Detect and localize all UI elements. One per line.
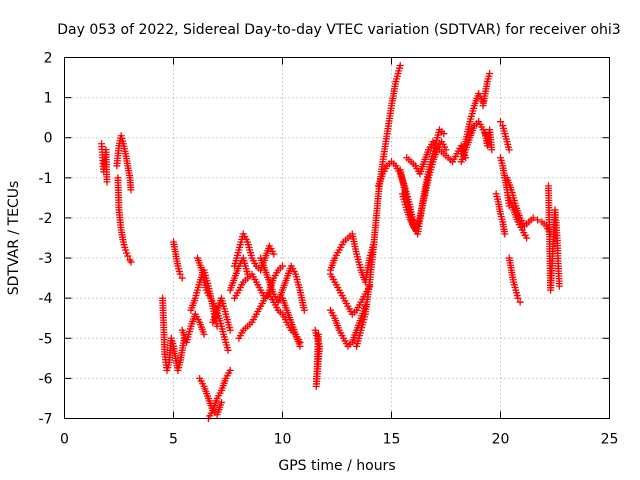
data-point <box>529 214 537 222</box>
series-arc-25 <box>398 138 450 234</box>
x-tick-label: 5 <box>169 432 178 448</box>
data-point <box>124 252 132 260</box>
data-points <box>98 62 563 422</box>
data-point <box>523 234 531 242</box>
data-point <box>555 282 563 290</box>
series-arc-17 <box>279 294 304 350</box>
y-tick-label: -5 <box>39 331 53 347</box>
x-tick-label: 20 <box>492 432 510 448</box>
series-arc-10 <box>204 366 234 422</box>
data-point <box>176 270 184 278</box>
data-point <box>178 274 186 282</box>
data-point <box>488 146 496 154</box>
y-tick-label: -6 <box>39 371 53 387</box>
plot-frame <box>64 57 610 419</box>
data-point <box>486 70 494 78</box>
data-point <box>300 306 308 314</box>
axis-ticks <box>64 57 610 419</box>
series-arc-3 <box>114 174 135 266</box>
series-arc-30 <box>479 70 494 110</box>
series-arc-18 <box>311 326 324 390</box>
series-arc-5 <box>170 238 186 282</box>
series-arc-11 <box>209 294 234 334</box>
data-point <box>314 330 322 338</box>
series-arc-35 <box>503 174 555 238</box>
series-arc-16 <box>257 254 308 314</box>
x-tick-labels: 0 5 10 15 20 25 <box>60 432 618 448</box>
series-arc-2 <box>113 132 135 194</box>
series-arc-6 <box>178 310 208 346</box>
data-point <box>224 346 232 354</box>
series-arc-37 <box>505 254 524 306</box>
data-point <box>442 146 450 154</box>
series-arc-12 <box>226 254 252 294</box>
data-point <box>396 62 404 70</box>
series-arc-36 <box>505 194 531 242</box>
x-tick-label: 10 <box>274 432 292 448</box>
data-point <box>501 230 509 238</box>
y-tick-label: -2 <box>39 211 53 227</box>
series-arc-15 <box>235 290 304 346</box>
data-point <box>127 258 135 266</box>
y-tick-label: 1 <box>44 91 53 107</box>
data-point <box>217 398 225 406</box>
y-tick-labels: 2 1 0 -1 -2 -3 -4 -5 -6 -7 <box>39 51 53 428</box>
data-point <box>127 186 135 194</box>
x-tick-label: 0 <box>60 432 69 448</box>
data-point <box>226 326 234 334</box>
data-point <box>497 118 504 126</box>
series-arc-4 <box>159 294 188 374</box>
data-point <box>270 250 278 258</box>
data-point <box>279 262 286 270</box>
data-point <box>122 246 130 254</box>
data-point <box>440 130 448 138</box>
x-tick-label: 15 <box>383 432 401 448</box>
data-point <box>534 216 542 224</box>
x-tick-label: 25 <box>601 432 619 448</box>
y-tick-label: -4 <box>39 291 53 307</box>
data-point <box>123 249 131 257</box>
x-axis-label: GPS time / hours <box>278 458 395 474</box>
data-point <box>103 178 111 186</box>
data-point <box>514 294 522 302</box>
y-tick-label: -3 <box>39 251 53 267</box>
series-arc-26 <box>403 138 437 178</box>
series-arc-34 <box>492 190 509 238</box>
y-tick-label: 2 <box>44 51 53 67</box>
data-point <box>200 330 208 338</box>
y-axis-label: SDTVAR / TECUs <box>6 181 22 296</box>
series-arc-38 <box>544 182 563 294</box>
y-tick-label: -7 <box>39 412 53 428</box>
series-arc-22 <box>353 62 404 350</box>
series-arc-31 <box>481 126 496 154</box>
data-point <box>296 342 304 350</box>
data-point <box>429 138 437 146</box>
series-arc-1 <box>98 140 111 186</box>
series-arc-8 <box>193 254 232 354</box>
data-point <box>505 146 513 154</box>
data-point <box>226 366 234 374</box>
data-point <box>516 298 524 306</box>
chart-title: Day 053 of 2022, Sidereal Day-to-day VTE… <box>57 22 620 38</box>
series-arc-33 <box>497 118 513 154</box>
y-tick-label: 0 <box>44 131 53 147</box>
y-tick-label: -1 <box>39 171 53 187</box>
